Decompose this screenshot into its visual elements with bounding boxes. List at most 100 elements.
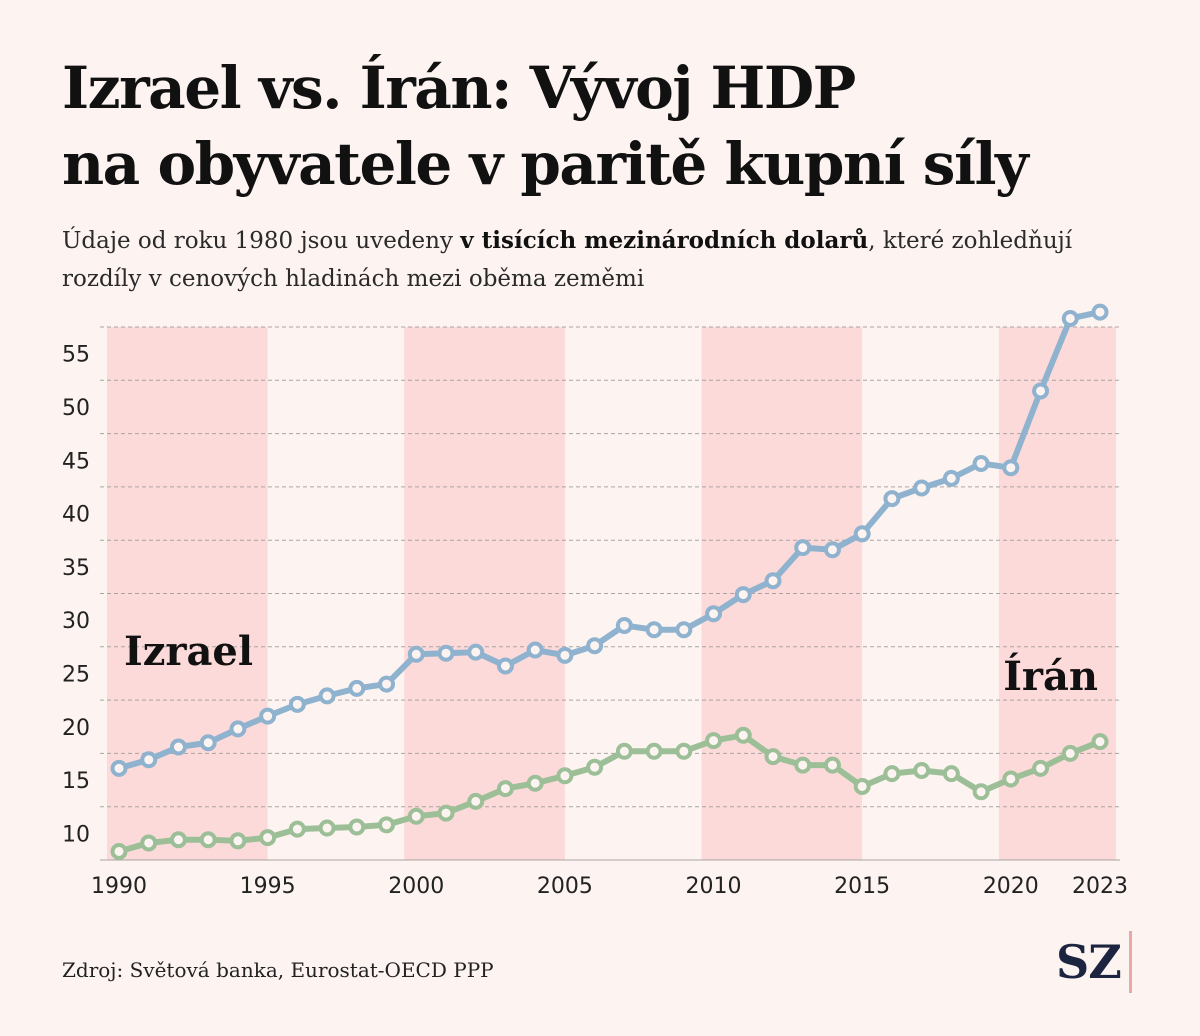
- data-point: [318, 687, 336, 705]
- chart-title-line2: na obyvatele v paritě kupní síly: [62, 130, 1029, 198]
- data-point: [348, 679, 366, 697]
- data-point: [586, 637, 604, 655]
- data-point: [942, 765, 960, 783]
- data-point: [229, 832, 247, 850]
- x-tick-label: 2015: [834, 874, 890, 899]
- data-point: [1032, 759, 1050, 777]
- data-point: [913, 761, 931, 779]
- y-tick-label: 35: [62, 556, 90, 581]
- chart-subtitle: Údaje od roku 1980 jsou uvedeny v tisící…: [62, 222, 1152, 298]
- data-point: [229, 720, 247, 738]
- data-point: [645, 742, 663, 760]
- chart-title-line1: Izrael vs. Írán: Vývoj HDP: [62, 54, 856, 122]
- x-tick-label: 2023: [1072, 874, 1128, 899]
- data-point: [259, 829, 277, 847]
- data-point: [288, 695, 306, 713]
- data-point: [705, 732, 723, 750]
- data-point: [556, 767, 574, 785]
- data-point: [1061, 309, 1079, 327]
- data-point: [764, 748, 782, 766]
- series-points: [110, 303, 1109, 860]
- data-point: [853, 777, 871, 795]
- data-point: [1091, 303, 1109, 321]
- x-tick-label: 1990: [91, 874, 147, 899]
- x-tick-label: 1995: [240, 874, 296, 899]
- y-tick-label: 10: [62, 822, 90, 847]
- data-point: [823, 756, 841, 774]
- data-point: [378, 816, 396, 834]
- data-point: [407, 645, 425, 663]
- data-point: [734, 586, 752, 604]
- series-lines: [118, 309, 1102, 855]
- series-line-0: [118, 309, 1101, 772]
- data-point: [823, 541, 841, 559]
- data-point: [288, 820, 306, 838]
- x-tick-label: 2020: [983, 874, 1039, 899]
- data-point: [1002, 459, 1020, 477]
- data-point: [496, 657, 514, 675]
- line-chart: 10 15 20 25 30 35 40 45 50 55 1990 1995 2000 2005 201…: [62, 303, 1128, 899]
- y-tick-label: 25: [62, 662, 90, 687]
- source-note: Zdroj: Světová banka, Eurostat-OECD PPP: [62, 958, 494, 982]
- series-line-1: [118, 732, 1102, 855]
- data-point: [437, 804, 455, 822]
- data-point: [526, 774, 544, 792]
- y-tick-label: 20: [62, 716, 90, 741]
- subtitle-part2: , které zohledňují rozdíly v cenových hl…: [62, 228, 1073, 292]
- data-point: [1032, 382, 1050, 400]
- data-point: [496, 780, 514, 798]
- data-point: [1091, 733, 1109, 751]
- data-point: [467, 792, 485, 810]
- data-point: [1061, 744, 1079, 762]
- data-point: [675, 742, 693, 760]
- chart-title: Izrael vs. Írán: Vývoj HDP na obyvatele …: [62, 50, 1162, 202]
- y-tick-label: 30: [62, 609, 90, 634]
- x-tick-label: 2010: [686, 874, 742, 899]
- data-point: [883, 765, 901, 783]
- subtitle-bold: v tisících mezinárodních dolarů: [460, 227, 869, 254]
- data-point: [675, 621, 693, 639]
- data-point: [169, 831, 187, 849]
- y-tick-label: 55: [62, 343, 90, 368]
- x-tick-label: 2005: [537, 874, 593, 899]
- data-point: [526, 641, 544, 659]
- data-point: [586, 758, 604, 776]
- gridlines: [100, 326, 1120, 861]
- series-label-israel: Izrael: [124, 628, 253, 675]
- data-point: [140, 834, 158, 852]
- x-tick-label: 2000: [388, 874, 444, 899]
- data-point: [348, 818, 366, 836]
- data-point: [942, 469, 960, 487]
- data-point: [169, 738, 187, 756]
- data-point: [734, 726, 752, 744]
- subtitle-part1: Údaje od roku 1980 jsou uvedeny: [62, 228, 461, 254]
- data-point: [794, 539, 812, 557]
- data-point: [645, 621, 663, 639]
- data-point: [140, 751, 158, 769]
- data-point: [705, 605, 723, 623]
- x-tick-labels: 1990 1995 2000 2005 2010 2015 2020 2023: [91, 874, 1128, 899]
- data-point: [1002, 770, 1020, 788]
- data-point: [199, 734, 217, 752]
- data-point: [913, 479, 931, 497]
- data-point: [972, 783, 990, 801]
- series-label-iran: Írán: [1003, 653, 1098, 700]
- data-point: [259, 707, 277, 725]
- data-point: [853, 525, 871, 543]
- data-point: [764, 572, 782, 590]
- data-point: [110, 759, 128, 777]
- y-tick-label: 40: [62, 503, 90, 528]
- data-point: [972, 454, 990, 472]
- logo-text: SZ: [1056, 935, 1122, 989]
- data-point: [110, 842, 128, 860]
- y-tick-label: 45: [62, 449, 90, 474]
- data-point: [615, 616, 633, 634]
- data-point: [794, 756, 812, 774]
- y-tick-labels: 10 15 20 25 30 35 40 45 50 55: [62, 343, 90, 848]
- data-point: [437, 644, 455, 662]
- data-point: [318, 819, 336, 837]
- series-labels: Izrael Írán: [124, 628, 1098, 700]
- data-point: [883, 490, 901, 508]
- data-point: [199, 831, 217, 849]
- data-point: [378, 675, 396, 693]
